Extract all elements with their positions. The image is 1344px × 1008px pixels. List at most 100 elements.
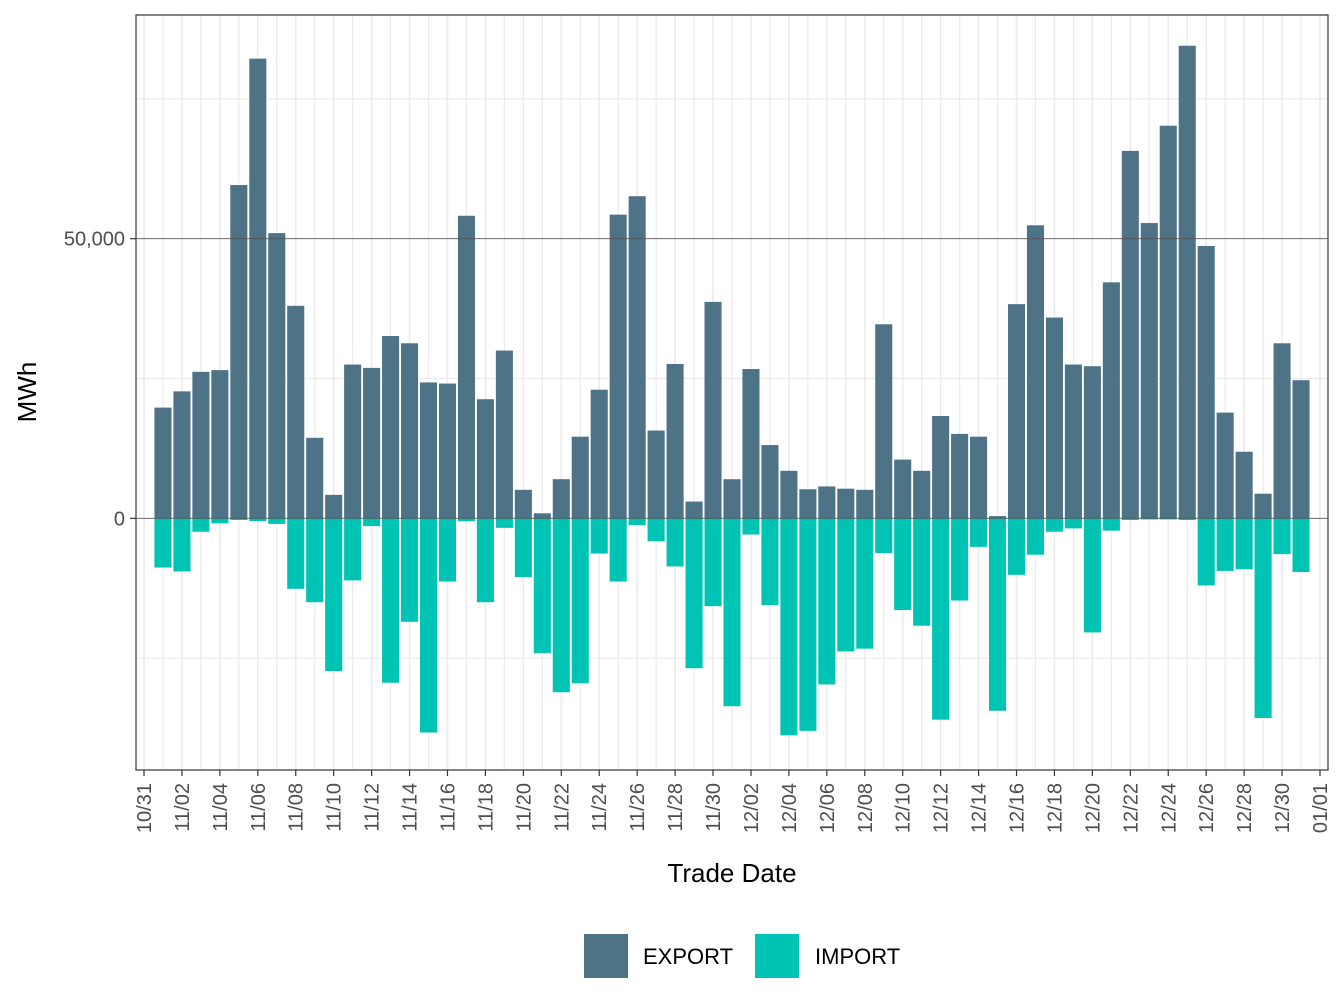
- import-bar: [590, 518, 608, 554]
- import-bar: [173, 518, 191, 572]
- y-axis: 0 50,000: [64, 229, 1328, 530]
- x-tick-label: 11/18: [475, 783, 497, 832]
- export-bar: [1273, 343, 1291, 519]
- import-bar: [154, 518, 172, 568]
- y-tick-label: 0: [114, 508, 125, 530]
- export-bar: [590, 389, 608, 519]
- import-bar: [856, 518, 874, 649]
- x-tick-label: 11/10: [324, 783, 346, 832]
- export-bar: [666, 363, 684, 519]
- x-tick-label: 12/14: [969, 783, 991, 833]
- import-bar: [1235, 518, 1253, 570]
- export-bar: [192, 371, 210, 519]
- import-bar: [761, 518, 779, 606]
- legend-label-import: IMPORT: [815, 944, 900, 969]
- export-bar: [913, 470, 931, 519]
- export-bar: [495, 350, 513, 519]
- import-bar: [325, 518, 343, 672]
- x-axis-title: Trade Date: [667, 858, 796, 888]
- export-bar: [742, 369, 760, 519]
- import-bar: [1254, 518, 1272, 718]
- export-bar: [685, 501, 703, 519]
- export-bar: [837, 488, 855, 519]
- x-tick-label: 12/16: [1007, 783, 1029, 833]
- export-bar: [1216, 412, 1234, 519]
- import-bar: [382, 518, 400, 683]
- import-bar: [1007, 518, 1026, 575]
- import-bar: [970, 518, 988, 547]
- import-bar: [628, 518, 646, 526]
- import-bar: [192, 518, 210, 532]
- import-bar: [514, 518, 532, 578]
- export-bar: [571, 436, 589, 519]
- export-bar: [552, 479, 570, 519]
- import-bar: [1083, 518, 1101, 633]
- x-tick-label: 12/12: [931, 783, 953, 833]
- import-bar: [419, 518, 438, 733]
- import-bar: [1045, 518, 1063, 532]
- legend: EXPORT IMPORT: [584, 934, 900, 978]
- export-bar: [780, 470, 798, 519]
- x-tick-label: 11/28: [665, 783, 687, 832]
- import-bar: [1197, 518, 1215, 586]
- x-tick-label: 12/04: [779, 783, 801, 833]
- import-bar: [609, 518, 627, 582]
- import-bar: [1178, 518, 1196, 521]
- export-bar: [419, 382, 438, 519]
- export-bar: [287, 305, 305, 519]
- export-bar: [951, 433, 969, 519]
- import-bar: [647, 518, 665, 542]
- import-bar: [951, 518, 969, 601]
- export-bar: [1083, 366, 1101, 519]
- import-bar: [913, 518, 931, 626]
- import-bar: [1121, 518, 1139, 521]
- x-tick-label: 12/20: [1082, 783, 1104, 833]
- export-bar: [704, 301, 722, 519]
- x-tick-label: 11/30: [703, 783, 725, 832]
- plot-border: [135, 14, 1329, 771]
- export-bar: [438, 383, 457, 519]
- x-tick-label: 12/06: [817, 783, 839, 833]
- export-bar: [1254, 493, 1272, 519]
- x-tick-label: 12/26: [1196, 783, 1218, 833]
- import-bar: [363, 518, 381, 527]
- import-bar: [1159, 518, 1177, 520]
- export-bar: [723, 479, 741, 519]
- import-bar: [1273, 518, 1291, 555]
- x-tick-label: 12/24: [1158, 783, 1180, 833]
- export-bar: [856, 489, 874, 519]
- export-bar: [875, 324, 893, 519]
- x-tick-label: 12/02: [741, 783, 763, 833]
- import-bar: [249, 518, 267, 522]
- x-tick-label: 12/22: [1120, 783, 1142, 833]
- export-bar: [1235, 451, 1253, 519]
- export-bar: [799, 489, 817, 519]
- export-bar: [1292, 380, 1310, 519]
- export-bar: [173, 391, 191, 519]
- import-bar: [837, 518, 855, 652]
- x-tick-label: 11/12: [362, 783, 384, 832]
- import-bar: [552, 518, 570, 693]
- import-bar: [533, 518, 551, 654]
- x-tick-label: 11/08: [286, 783, 308, 832]
- x-tick-label: 11/22: [551, 783, 573, 832]
- import-bar: [1026, 518, 1045, 555]
- x-tick-label: 11/16: [437, 783, 459, 832]
- export-bars: [154, 45, 1310, 519]
- x-tick-label: 11/26: [627, 783, 649, 832]
- export-bar: [306, 437, 324, 519]
- import-bar: [344, 518, 362, 581]
- export-bar: [894, 459, 912, 519]
- export-bar: [325, 494, 343, 519]
- export-bar: [514, 489, 532, 519]
- legend-swatch-import: [755, 934, 799, 978]
- import-bar: [1064, 518, 1082, 529]
- export-bar: [1159, 125, 1177, 519]
- x-tick-label: 11/02: [172, 783, 194, 832]
- import-bar: [685, 518, 703, 669]
- export-bar: [1140, 223, 1158, 519]
- import-bar: [818, 518, 836, 685]
- legend-label-export: EXPORT: [643, 944, 733, 969]
- y-axis-title: MWh: [12, 362, 42, 423]
